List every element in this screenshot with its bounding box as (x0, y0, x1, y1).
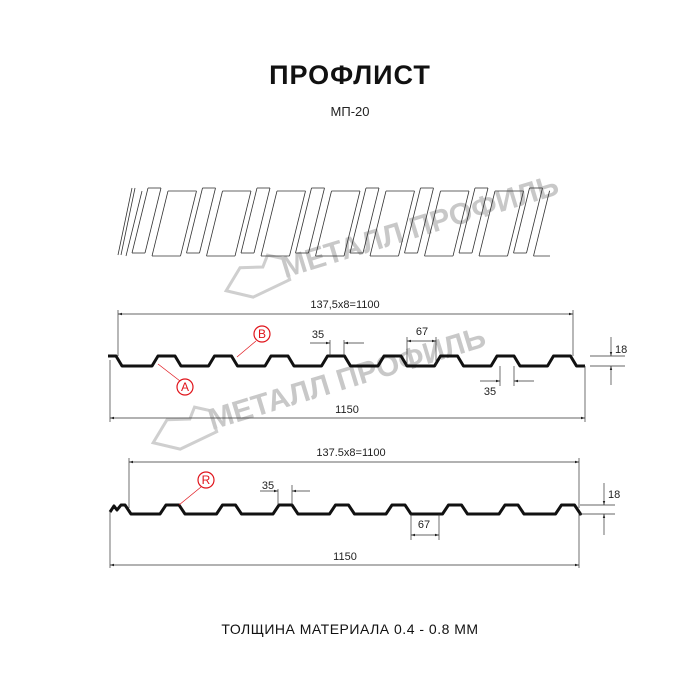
sheet-edge (458, 187, 476, 254)
height-label: 18 (615, 344, 627, 356)
sheet-edge (180, 190, 197, 257)
bottom-crest-label: 35 (484, 386, 496, 398)
sheet-edge (533, 190, 550, 257)
page-subtitle: МП-20 (330, 104, 370, 119)
sheet-edge (260, 190, 278, 257)
valley-width-label: 67 (416, 326, 428, 338)
marker-b (253, 325, 271, 343)
profile-1 (108, 310, 625, 422)
sheet-edge (295, 187, 312, 254)
sheet-edge (404, 187, 421, 254)
sheet-edge (289, 190, 306, 257)
marker-r-label: R (202, 473, 211, 487)
sheet-edge (308, 187, 325, 254)
sheet-edge (526, 187, 543, 254)
marker-b-label: B (258, 327, 266, 341)
sheet-edge (417, 187, 434, 254)
watermark-1: МЕТАЛЛ ПРОФИЛЬ (223, 169, 563, 299)
watermark-logo-icon (223, 253, 292, 299)
total-width-label: 1150 (335, 404, 359, 416)
material-thickness: ТОЛЩИНА МАТЕРИАЛА 0.4 - 0.8 ММ (221, 621, 479, 637)
sheet-edge (452, 190, 470, 257)
sheet-edge (117, 187, 133, 256)
sheet-edge (125, 190, 143, 257)
sheet-edge (240, 187, 258, 254)
watermark-text: МЕТАЛЛ ПРОФИЛЬ (204, 321, 489, 437)
total-width-label-2: 1150 (333, 551, 357, 563)
watermark-logo-icon (150, 405, 219, 451)
sheet-edge (478, 190, 496, 257)
profile-1-outline (108, 354, 585, 368)
pitch-label: 137,5x8=1100 (310, 299, 379, 311)
valley-width-label-2: 67 (418, 519, 430, 531)
sheet-edge (253, 187, 271, 254)
sheet-edge (398, 190, 415, 257)
crest-width-label: 35 (312, 329, 324, 341)
profile-2-outline (108, 503, 582, 516)
sheet-edge (369, 190, 387, 257)
page-title: ПРОФЛИСТ (269, 60, 431, 90)
sheet-edge (131, 187, 149, 254)
sheet-edge (199, 187, 216, 254)
marker-a (176, 378, 194, 396)
sheet-edge (507, 190, 524, 257)
sheet-3d-view (117, 187, 550, 257)
sheet-edge (151, 190, 169, 257)
sheet-edge (234, 190, 252, 257)
height-label-2: 18 (608, 489, 620, 501)
sheet-edge (206, 190, 223, 257)
sheet-edge (315, 190, 332, 257)
sheet-edge (513, 187, 530, 254)
sheet-edge (362, 187, 380, 254)
sheet-edge (471, 187, 489, 254)
pitch-label-2: 137.5x8=1100 (316, 447, 385, 459)
sheet-edge (424, 190, 441, 257)
sheet-edge (186, 187, 203, 254)
sheet-edge (120, 187, 136, 256)
profile-2 (108, 458, 615, 568)
marker-r (197, 471, 215, 489)
sheet-edge (343, 190, 361, 257)
sheet-edge (144, 187, 162, 254)
marker-a-label: A (181, 380, 189, 394)
crest-width-label-2: 35 (262, 480, 274, 492)
sheet-edge (349, 187, 367, 254)
